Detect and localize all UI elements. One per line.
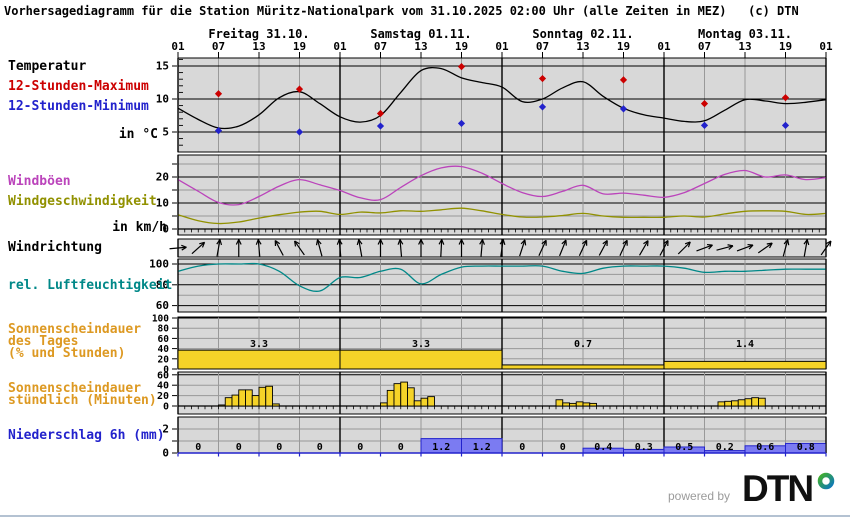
svg-text:3.3: 3.3 — [250, 339, 268, 350]
svg-text:80: 80 — [158, 324, 170, 335]
svg-text:60: 60 — [157, 370, 169, 381]
svg-text:20: 20 — [158, 354, 170, 365]
svg-text:20: 20 — [156, 171, 169, 184]
svg-text:Montag 03.11.: Montag 03.11. — [698, 27, 792, 41]
svg-text:01: 01 — [819, 40, 833, 53]
svg-text:0.2: 0.2 — [716, 442, 734, 453]
svg-text:10: 10 — [156, 93, 169, 106]
svg-text:13: 13 — [252, 40, 265, 53]
svg-text:0: 0 — [162, 223, 169, 236]
svg-text:2: 2 — [162, 423, 169, 436]
precipitation-label: Niederschlag 6h (mm) — [8, 428, 165, 443]
svg-text:0: 0 — [560, 442, 566, 453]
svg-text:13: 13 — [414, 40, 427, 53]
svg-text:80: 80 — [156, 278, 169, 291]
svg-text:1.2: 1.2 — [432, 442, 450, 453]
svg-text:100: 100 — [149, 258, 169, 271]
svg-text:60: 60 — [158, 334, 170, 345]
svg-text:0.5: 0.5 — [675, 442, 693, 453]
svg-text:1.4: 1.4 — [736, 339, 754, 350]
wind-gusts-legend: Windböen — [8, 174, 71, 189]
svg-text:0: 0 — [163, 365, 169, 376]
svg-text:40: 40 — [157, 381, 169, 392]
svg-text:60: 60 — [156, 299, 169, 312]
svg-text:0.7: 0.7 — [574, 339, 592, 350]
dtn-logo-text: DTN — [742, 468, 814, 509]
svg-text:01: 01 — [171, 40, 185, 53]
dtn-logo-dot-icon — [817, 472, 835, 490]
svg-text:07: 07 — [212, 40, 225, 53]
forecast-chart: Freitag 31.10. Samstag 01.11. Sonntag 02.1… — [149, 27, 833, 460]
sunshine-daily-label: Sonnenscheindauer des Tages (% und Stund… — [8, 322, 142, 361]
page-title: Vorhersagediagramm für die Station Mürit… — [4, 4, 799, 18]
svg-text:0: 0 — [276, 442, 282, 453]
svg-text:0: 0 — [162, 447, 169, 460]
svg-text:0.4: 0.4 — [594, 442, 612, 453]
svg-text:0: 0 — [357, 442, 363, 453]
svg-text:Samstag 01.11.: Samstag 01.11. — [370, 27, 471, 41]
temp-min-legend: 12-Stunden-Minimum — [8, 99, 149, 114]
svg-text:1.2: 1.2 — [473, 442, 491, 453]
wind-direction-label: Windrichtung — [8, 240, 102, 255]
svg-text:15: 15 — [156, 60, 169, 73]
svg-text:19: 19 — [779, 40, 792, 53]
temp-unit-label: in °C — [118, 127, 158, 142]
svg-text:Sonntag 02.11.: Sonntag 02.11. — [532, 27, 633, 41]
wind-speed-legend: Windgeschwindigkeit — [8, 194, 157, 209]
temperature-label: Temperatur — [8, 59, 87, 74]
svg-text:0: 0 — [398, 442, 404, 453]
svg-text:0: 0 — [163, 402, 169, 413]
svg-text:5: 5 — [162, 126, 169, 139]
svg-text:07: 07 — [536, 40, 549, 53]
sunshine-hourly-label: Sonnenscheindauer stündlich (Minuten) — [8, 381, 157, 408]
svg-text:0: 0 — [519, 442, 525, 453]
svg-text:0.3: 0.3 — [635, 442, 653, 453]
svg-text:13: 13 — [576, 40, 589, 53]
svg-text:0: 0 — [317, 442, 323, 453]
wind-unit-label: in km/h — [112, 220, 167, 235]
svg-text:19: 19 — [455, 40, 468, 53]
svg-text:07: 07 — [374, 40, 387, 53]
svg-text:19: 19 — [293, 40, 306, 53]
svg-text:100: 100 — [152, 314, 169, 325]
svg-text:13: 13 — [738, 40, 751, 53]
svg-text:0.6: 0.6 — [756, 442, 774, 453]
svg-text:3.3: 3.3 — [412, 339, 430, 350]
svg-text:19: 19 — [617, 40, 630, 53]
svg-text:0.8: 0.8 — [797, 442, 815, 453]
svg-text:20: 20 — [157, 391, 169, 402]
svg-text:01: 01 — [333, 40, 347, 53]
svg-text:07: 07 — [698, 40, 711, 53]
powered-by-text: powered by — [668, 489, 731, 503]
svg-text:40: 40 — [158, 344, 170, 355]
svg-text:01: 01 — [657, 40, 671, 53]
svg-text:0: 0 — [236, 442, 242, 453]
humidity-label: rel. Luftfeuchtigkeit — [8, 278, 173, 293]
svg-text:01: 01 — [495, 40, 509, 53]
footer-divider — [0, 515, 850, 517]
svg-text:0: 0 — [195, 442, 201, 453]
svg-text:Freitag 31.10.: Freitag 31.10. — [208, 27, 309, 41]
temp-max-legend: 12-Stunden-Maximum — [8, 79, 149, 94]
svg-text:10: 10 — [156, 197, 169, 210]
